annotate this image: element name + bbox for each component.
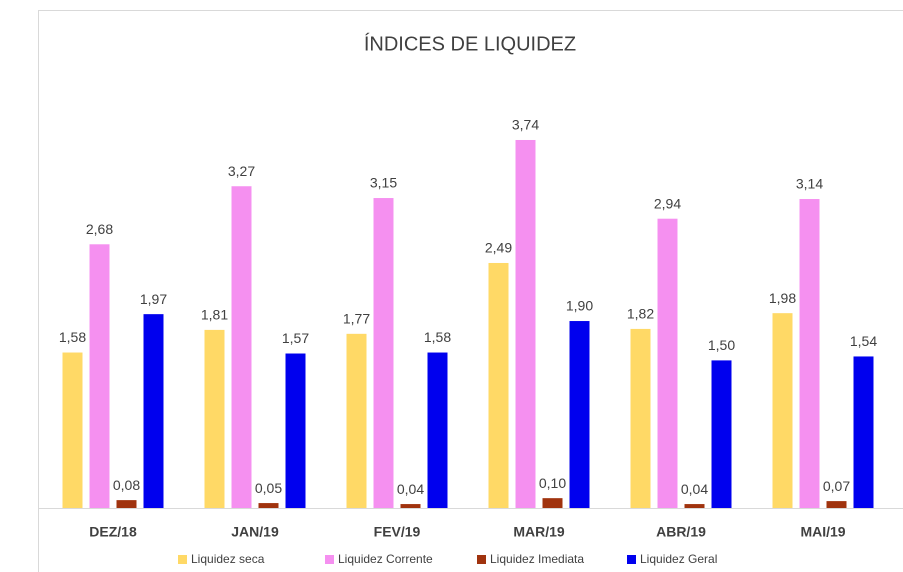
bar xyxy=(62,352,83,508)
bar xyxy=(285,353,306,508)
legend-label: Liquidez Corrente xyxy=(338,552,433,566)
value-label: 0,04 xyxy=(681,481,708,497)
x-tick-label: FEV/19 xyxy=(374,524,421,540)
value-label: 0,05 xyxy=(255,480,282,496)
bar xyxy=(684,504,705,508)
bar xyxy=(799,199,820,509)
bar xyxy=(515,139,536,508)
bar xyxy=(630,328,651,508)
value-label: 2,94 xyxy=(654,195,681,211)
legend-swatch xyxy=(477,555,486,564)
bar xyxy=(826,501,847,508)
value-label: 1,98 xyxy=(769,290,796,306)
bar xyxy=(204,329,225,508)
value-label: 1,77 xyxy=(343,311,370,327)
bar xyxy=(258,503,279,508)
value-label: 1,90 xyxy=(566,298,593,314)
value-label: 0,10 xyxy=(539,475,566,491)
bar xyxy=(772,313,793,508)
x-tick-label: ABR/19 xyxy=(656,524,706,540)
legend-swatch xyxy=(178,555,187,564)
bar xyxy=(373,198,394,509)
x-tick-label: MAI/19 xyxy=(800,524,845,540)
value-label: 1,58 xyxy=(59,329,86,345)
legend-label: Liquidez seca xyxy=(191,552,265,566)
value-label: 3,27 xyxy=(228,163,255,179)
bar xyxy=(657,218,678,509)
value-label: 1,81 xyxy=(201,307,228,323)
bar xyxy=(488,262,509,508)
bar xyxy=(346,333,367,508)
bar xyxy=(143,314,164,508)
value-label: 2,68 xyxy=(86,221,113,237)
value-label: 1,82 xyxy=(627,306,654,322)
value-label: 1,54 xyxy=(850,333,877,349)
value-label: 1,57 xyxy=(282,330,309,346)
bar xyxy=(400,504,421,508)
legend-swatch xyxy=(627,555,636,564)
value-label: 0,08 xyxy=(113,477,140,493)
value-label: 2,49 xyxy=(485,240,512,256)
value-label: 3,15 xyxy=(370,175,397,191)
value-label: 0,07 xyxy=(823,478,850,494)
x-tick-label: DEZ/18 xyxy=(89,524,137,540)
legend-label: Liquidez Geral xyxy=(640,552,717,566)
x-tick-label: JAN/19 xyxy=(231,524,279,540)
value-label: 3,74 xyxy=(512,117,539,133)
bar xyxy=(711,360,732,508)
bar xyxy=(853,356,874,508)
x-tick-label: MAR/19 xyxy=(513,524,565,540)
chart-title: ÍNDICES DE LIQUIDEZ xyxy=(364,32,576,55)
bar xyxy=(542,498,563,508)
value-label: 1,50 xyxy=(708,337,735,353)
bar xyxy=(569,321,590,508)
value-label: 1,58 xyxy=(424,329,451,345)
value-label: 1,97 xyxy=(140,291,167,307)
chart-frame xyxy=(38,10,903,572)
bar xyxy=(427,352,448,508)
legend-swatch xyxy=(325,555,334,564)
bar xyxy=(89,244,110,508)
bar xyxy=(231,186,252,508)
bar xyxy=(116,500,137,508)
value-label: 0,04 xyxy=(397,481,424,497)
legend-label: Liquidez Imediata xyxy=(490,552,584,566)
value-label: 3,14 xyxy=(796,176,823,192)
